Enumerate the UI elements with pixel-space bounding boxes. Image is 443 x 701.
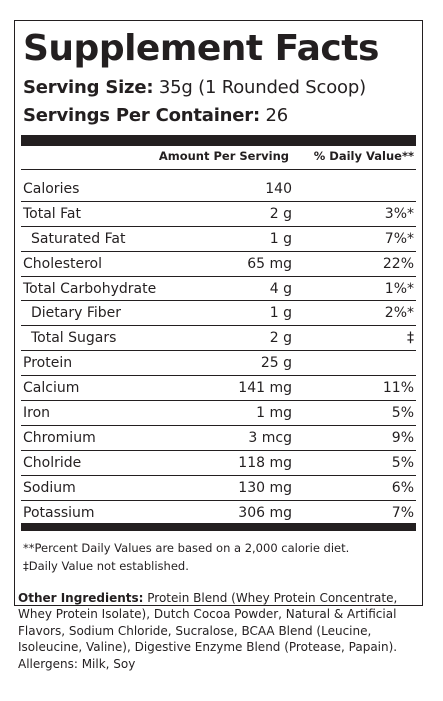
nutrient-daily-value: 11% — [382, 380, 414, 397]
amount-per-serving-header: Amount Per Serving — [158, 149, 289, 163]
nutrient-daily-value: 2%* — [384, 305, 414, 322]
nutrient-amount: 3 mcg — [248, 429, 292, 446]
nutrient-daily-value: ‡ — [407, 330, 414, 347]
nutrient-amount: 4 g — [269, 280, 292, 297]
nutrient-amount: 25 g — [260, 355, 292, 372]
nutrient-amount: 1 g — [269, 230, 292, 247]
serving-size-label: Serving Size: — [23, 77, 154, 98]
nutrient-row: Sodium 130 mg 6% — [21, 476, 416, 501]
nutrient-row: Total Sugars 2 g ‡ — [21, 326, 416, 352]
servings-per-container: Servings Per Container: 26 — [23, 105, 288, 127]
serving-size: Serving Size: 35g (1 Rounded Scoop) — [23, 77, 366, 99]
nutrient-row: Potassium 306 mg 7% — [21, 501, 416, 526]
nutrient-name: Protein — [23, 355, 73, 372]
serving-size-value: 35g (1 Rounded Scoop) — [158, 77, 366, 98]
nutrient-name: Calories — [23, 181, 80, 197]
nutrient-daily-value: 9% — [391, 429, 414, 446]
nutrient-name: Total Sugars — [31, 330, 117, 347]
nutrient-amount: 130 mg — [238, 479, 292, 496]
nutrient-amount: 306 mg — [238, 504, 292, 521]
nutrient-name: Calcium — [23, 380, 80, 397]
nutrient-amount: 141 mg — [238, 380, 292, 397]
nutrient-name: Cholesterol — [23, 255, 103, 272]
nutrient-row: Total Fat 2 g 3%* — [21, 202, 416, 227]
daily-value-header: % Daily Value** — [313, 149, 414, 163]
other-ingredients-text: Protein Blend (Whey Protein Concentrate,… — [18, 591, 398, 655]
nutrient-row: Iron 1 mg 5% — [21, 401, 416, 426]
nutrient-row: Protein 25 g — [21, 351, 416, 377]
page-title: Supplement Facts — [23, 28, 379, 69]
nutrient-name: Chromium — [23, 429, 96, 446]
nutrient-daily-value: 7% — [391, 504, 414, 521]
nutrient-name: Sodium — [23, 479, 76, 496]
header-divider — [21, 169, 416, 170]
nutrient-row: Chromium 3 mcg 9% — [21, 426, 416, 451]
nutrient-name: Iron — [23, 405, 51, 422]
nutrient-daily-value: 3%* — [384, 205, 414, 222]
nutrient-name: Potassium — [23, 504, 95, 521]
nutrient-row: Total Carbohydrate 4 g 1%* — [21, 277, 416, 302]
nutrient-daily-value: 1%* — [384, 280, 414, 297]
top-divider-bar — [21, 135, 416, 146]
bottom-divider-bar — [21, 523, 416, 531]
nutrient-row: Cholride 118 mg 5% — [21, 451, 416, 476]
nutrient-amount: 118 mg — [238, 454, 292, 471]
nutrient-amount: 65 mg — [247, 255, 292, 272]
nutrient-row: Cholesterol 65 mg 22% — [21, 252, 416, 277]
nutrient-name: Total Fat — [23, 205, 81, 222]
nutrient-amount: 1 g — [269, 305, 292, 322]
nutrient-daily-value: 5% — [391, 405, 414, 422]
other-ingredients: Other Ingredients: Protein Blend (Whey P… — [18, 590, 418, 672]
nutrient-daily-value: 22% — [382, 255, 414, 272]
nutrient-row: Saturated Fat 1 g 7%* — [21, 227, 416, 252]
footnote-percent-daily-value: **Percent Daily Values are based on a 2,… — [23, 541, 350, 555]
nutrient-name: Cholride — [23, 454, 82, 471]
nutrient-daily-value: 6% — [391, 479, 414, 496]
other-ingredients-label: Other Ingredients: — [18, 591, 144, 605]
nutrient-name: Saturated Fat — [31, 230, 126, 247]
nutrient-row: Dietary Fiber 1 g 2%* — [21, 301, 416, 327]
nutrient-row: Calories 140 — [21, 177, 416, 202]
footnote-not-established: ‡Daily Value not established. — [23, 559, 189, 573]
allergens-text: Allergens: Milk, Soy — [18, 656, 136, 671]
nutrient-amount: 1 mg — [256, 405, 292, 422]
supplement-facts-panel: Supplement Facts Serving Size: 35g (1 Ro… — [14, 20, 423, 606]
nutrient-amount: 2 g — [269, 205, 292, 222]
nutrient-daily-value: 7%* — [384, 230, 414, 247]
nutrient-daily-value: 5% — [391, 454, 414, 471]
servings-per-container-label: Servings Per Container: — [23, 105, 260, 126]
nutrient-amount: 2 g — [269, 330, 292, 347]
servings-per-container-value: 26 — [265, 105, 289, 126]
nutrient-table: Calories 140 Total Fat 2 g 3%* Saturated Fat 1… — [21, 177, 416, 525]
nutrient-amount: 140 — [265, 181, 292, 197]
nutrient-row: Calcium 141 mg 11% — [21, 376, 416, 402]
nutrient-name: Total Carbohydrate — [23, 280, 157, 297]
nutrient-name: Dietary Fiber — [31, 305, 122, 322]
